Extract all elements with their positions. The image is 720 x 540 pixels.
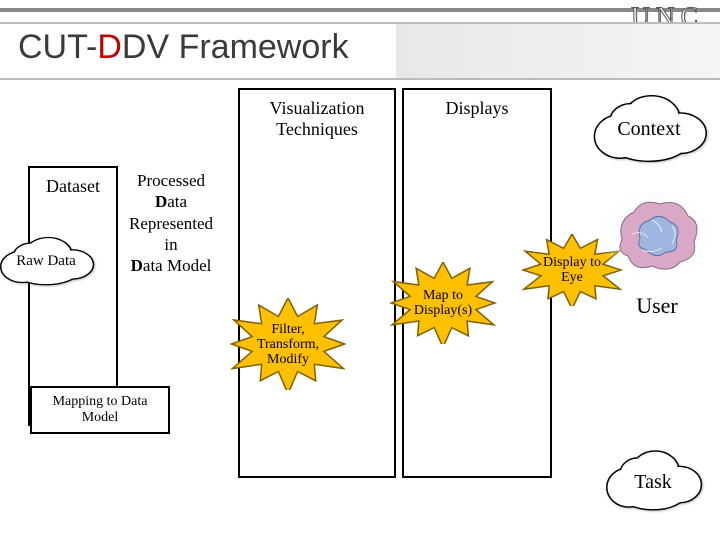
user-block: User <box>602 190 712 320</box>
dataset-body-text: ProcessedDataRepresentedinData Model <box>112 170 230 276</box>
top-rule <box>0 8 720 12</box>
cloud-task: Task <box>598 444 708 514</box>
page-title: CUT-DDV Framework <box>18 28 349 67</box>
column-displays-header: Displays <box>404 90 550 123</box>
burst-map: Map toDisplay(s) <box>388 262 498 344</box>
column-visualization-header: Visualization Techniques <box>240 90 394 144</box>
column-dataset-header: Dataset <box>30 168 116 201</box>
column-visualization: Visualization Techniques <box>238 88 396 478</box>
burst-filter: Filter,Transform,Modify <box>228 298 348 390</box>
title-post: DV Framework <box>122 28 349 66</box>
cloud-raw-data: Raw Data <box>0 232 100 288</box>
cloud-context: Context <box>584 88 714 166</box>
title-pre: CUT- <box>18 28 97 66</box>
title-d: D <box>97 28 122 66</box>
box-mapping: Mapping to Data Model <box>30 386 170 434</box>
